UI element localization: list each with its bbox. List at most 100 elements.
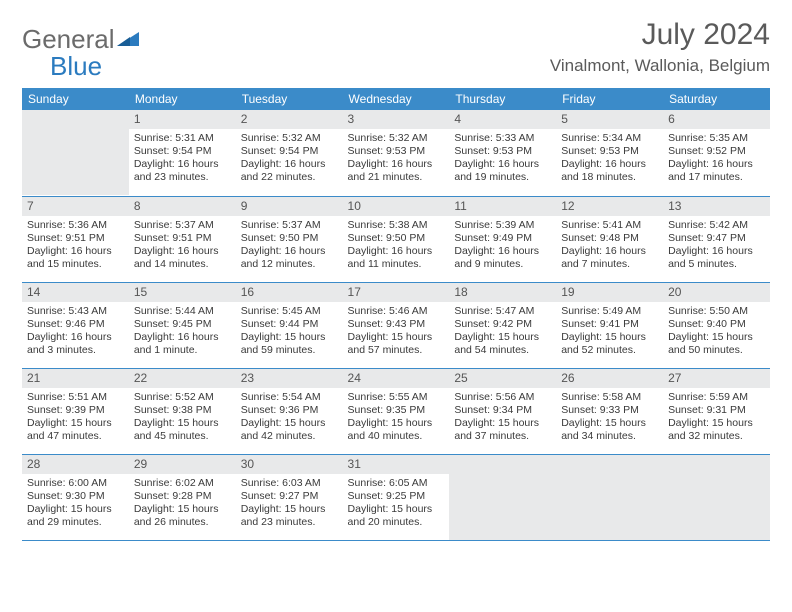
- day-details: Sunrise: 5:52 AMSunset: 9:38 PMDaylight:…: [129, 388, 236, 448]
- day-number-bar: [22, 110, 129, 129]
- day-details: Sunrise: 5:54 AMSunset: 9:36 PMDaylight:…: [236, 388, 343, 448]
- calendar-day-cell: 6Sunrise: 5:35 AMSunset: 9:52 PMDaylight…: [663, 110, 770, 196]
- daylight-text-1: Daylight: 16 hours: [561, 245, 658, 258]
- calendar-table: SundayMondayTuesdayWednesdayThursdayFrid…: [22, 88, 770, 541]
- weekday-header: Sunday: [22, 88, 129, 110]
- daylight-text-2: and 22 minutes.: [241, 171, 338, 184]
- day-details: Sunrise: 6:00 AMSunset: 9:30 PMDaylight:…: [22, 474, 129, 534]
- sunrise-text: Sunrise: 5:38 AM: [348, 219, 445, 232]
- calendar-day-cell: 25Sunrise: 5:56 AMSunset: 9:34 PMDayligh…: [449, 368, 556, 454]
- calendar-day-cell: 23Sunrise: 5:54 AMSunset: 9:36 PMDayligh…: [236, 368, 343, 454]
- day-number-bar: 22: [129, 369, 236, 388]
- sunset-text: Sunset: 9:34 PM: [454, 404, 551, 417]
- sunrise-text: Sunrise: 5:49 AM: [561, 305, 658, 318]
- day-number-bar: [556, 455, 663, 474]
- month-title: July 2024: [550, 18, 770, 52]
- daylight-text-1: Daylight: 15 hours: [27, 417, 124, 430]
- daylight-text-1: Daylight: 16 hours: [241, 245, 338, 258]
- calendar-day-cell: [449, 454, 556, 540]
- logo: GeneralBlue: [22, 24, 139, 82]
- daylight-text-2: and 26 minutes.: [134, 516, 231, 529]
- daylight-text-2: and 45 minutes.: [134, 430, 231, 443]
- sunset-text: Sunset: 9:53 PM: [348, 145, 445, 158]
- logo-text-blue: Blue: [50, 51, 102, 82]
- daylight-text-2: and 9 minutes.: [454, 258, 551, 271]
- daylight-text-2: and 40 minutes.: [348, 430, 445, 443]
- sunset-text: Sunset: 9:51 PM: [27, 232, 124, 245]
- sunrise-text: Sunrise: 5:51 AM: [27, 391, 124, 404]
- calendar-day-cell: [556, 454, 663, 540]
- day-details: Sunrise: 5:46 AMSunset: 9:43 PMDaylight:…: [343, 302, 450, 362]
- day-number-bar: 5: [556, 110, 663, 129]
- day-number-bar: 28: [22, 455, 129, 474]
- calendar-day-cell: [663, 454, 770, 540]
- day-details: Sunrise: 5:51 AMSunset: 9:39 PMDaylight:…: [22, 388, 129, 448]
- sunrise-text: Sunrise: 6:05 AM: [348, 477, 445, 490]
- day-details: Sunrise: 5:41 AMSunset: 9:48 PMDaylight:…: [556, 216, 663, 276]
- day-details: Sunrise: 5:43 AMSunset: 9:46 PMDaylight:…: [22, 302, 129, 362]
- day-number-bar: 13: [663, 197, 770, 216]
- calendar-day-cell: 2Sunrise: 5:32 AMSunset: 9:54 PMDaylight…: [236, 110, 343, 196]
- day-details: Sunrise: 6:02 AMSunset: 9:28 PMDaylight:…: [129, 474, 236, 534]
- sunrise-text: Sunrise: 6:00 AM: [27, 477, 124, 490]
- calendar-day-cell: 11Sunrise: 5:39 AMSunset: 9:49 PMDayligh…: [449, 196, 556, 282]
- day-number-bar: 8: [129, 197, 236, 216]
- sunset-text: Sunset: 9:46 PM: [27, 318, 124, 331]
- calendar-week-row: 21Sunrise: 5:51 AMSunset: 9:39 PMDayligh…: [22, 368, 770, 454]
- day-details: Sunrise: 5:37 AMSunset: 9:51 PMDaylight:…: [129, 216, 236, 276]
- sunrise-text: Sunrise: 5:32 AM: [241, 132, 338, 145]
- sunset-text: Sunset: 9:44 PM: [241, 318, 338, 331]
- sunset-text: Sunset: 9:41 PM: [561, 318, 658, 331]
- day-number-bar: 18: [449, 283, 556, 302]
- sunrise-text: Sunrise: 5:37 AM: [134, 219, 231, 232]
- sunrise-text: Sunrise: 5:43 AM: [27, 305, 124, 318]
- daylight-text-1: Daylight: 16 hours: [134, 158, 231, 171]
- sunrise-text: Sunrise: 5:52 AM: [134, 391, 231, 404]
- calendar-day-cell: 8Sunrise: 5:37 AMSunset: 9:51 PMDaylight…: [129, 196, 236, 282]
- daylight-text-2: and 21 minutes.: [348, 171, 445, 184]
- sunset-text: Sunset: 9:31 PM: [668, 404, 765, 417]
- day-number-bar: 23: [236, 369, 343, 388]
- sunrise-text: Sunrise: 5:32 AM: [348, 132, 445, 145]
- day-number-bar: 20: [663, 283, 770, 302]
- sunrise-text: Sunrise: 6:02 AM: [134, 477, 231, 490]
- daylight-text-1: Daylight: 15 hours: [241, 331, 338, 344]
- calendar-day-cell: 5Sunrise: 5:34 AMSunset: 9:53 PMDaylight…: [556, 110, 663, 196]
- calendar-day-cell: 13Sunrise: 5:42 AMSunset: 9:47 PMDayligh…: [663, 196, 770, 282]
- daylight-text-2: and 14 minutes.: [134, 258, 231, 271]
- calendar-day-cell: 9Sunrise: 5:37 AMSunset: 9:50 PMDaylight…: [236, 196, 343, 282]
- weekday-header: Saturday: [663, 88, 770, 110]
- sunset-text: Sunset: 9:51 PM: [134, 232, 231, 245]
- daylight-text-2: and 17 minutes.: [668, 171, 765, 184]
- daylight-text-2: and 59 minutes.: [241, 344, 338, 357]
- title-block: July 2024 Vinalmont, Wallonia, Belgium: [550, 18, 770, 76]
- sunrise-text: Sunrise: 5:59 AM: [668, 391, 765, 404]
- day-details: Sunrise: 5:58 AMSunset: 9:33 PMDaylight:…: [556, 388, 663, 448]
- sunset-text: Sunset: 9:25 PM: [348, 490, 445, 503]
- day-details: Sunrise: 5:45 AMSunset: 9:44 PMDaylight:…: [236, 302, 343, 362]
- calendar-day-cell: 22Sunrise: 5:52 AMSunset: 9:38 PMDayligh…: [129, 368, 236, 454]
- day-number-bar: 12: [556, 197, 663, 216]
- calendar-day-cell: 16Sunrise: 5:45 AMSunset: 9:44 PMDayligh…: [236, 282, 343, 368]
- day-number-bar: 4: [449, 110, 556, 129]
- day-details: Sunrise: 5:34 AMSunset: 9:53 PMDaylight:…: [556, 129, 663, 189]
- calendar-day-cell: 19Sunrise: 5:49 AMSunset: 9:41 PMDayligh…: [556, 282, 663, 368]
- sunset-text: Sunset: 9:50 PM: [348, 232, 445, 245]
- weekday-header-row: SundayMondayTuesdayWednesdayThursdayFrid…: [22, 88, 770, 110]
- day-details: Sunrise: 5:49 AMSunset: 9:41 PMDaylight:…: [556, 302, 663, 362]
- day-number-bar: 3: [343, 110, 450, 129]
- calendar-day-cell: 26Sunrise: 5:58 AMSunset: 9:33 PMDayligh…: [556, 368, 663, 454]
- daylight-text-1: Daylight: 16 hours: [241, 158, 338, 171]
- sunrise-text: Sunrise: 5:36 AM: [27, 219, 124, 232]
- day-details: Sunrise: 5:39 AMSunset: 9:49 PMDaylight:…: [449, 216, 556, 276]
- day-details: Sunrise: 5:38 AMSunset: 9:50 PMDaylight:…: [343, 216, 450, 276]
- day-number-bar: 24: [343, 369, 450, 388]
- sunrise-text: Sunrise: 5:37 AM: [241, 219, 338, 232]
- day-number-bar: 9: [236, 197, 343, 216]
- sunrise-text: Sunrise: 5:55 AM: [348, 391, 445, 404]
- day-number-bar: 16: [236, 283, 343, 302]
- daylight-text-1: Daylight: 15 hours: [134, 417, 231, 430]
- location: Vinalmont, Wallonia, Belgium: [550, 56, 770, 76]
- sunrise-text: Sunrise: 5:56 AM: [454, 391, 551, 404]
- sunset-text: Sunset: 9:39 PM: [27, 404, 124, 417]
